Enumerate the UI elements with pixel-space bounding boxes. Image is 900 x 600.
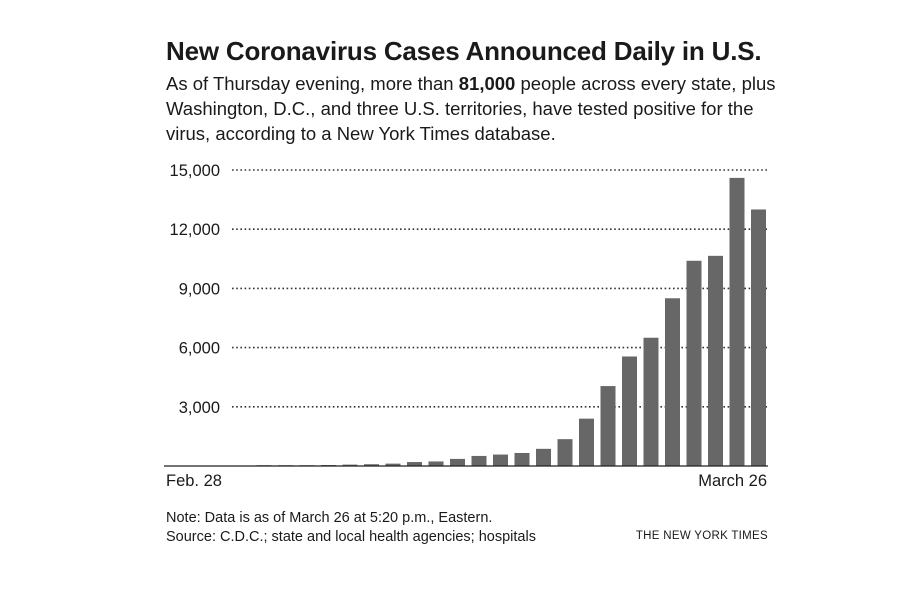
bar-24 [751,209,766,466]
y-tick-label-6000: 6,000 [179,340,220,358]
bar-17 [600,386,616,466]
subtitle-text-1: As of Thursday evening, more than [166,73,459,94]
bar-13 [514,452,530,466]
y-axis-labels: 3,000 6,000 9,000 12,000 15,000 [170,162,220,417]
bar-20 [665,298,680,466]
y-tick-label-3000: 3,000 [179,399,220,417]
bar-9 [428,461,444,466]
bar-18 [622,356,637,466]
bar-8 [407,462,422,466]
y-tick-label-9000: 9,000 [179,280,220,298]
bar-23 [729,177,745,466]
bar-5 [342,464,358,466]
credit-text: THE NEW YORK TIMES [635,530,768,542]
note-text: Note: Data is as of March 26 at 5:20 p.m… [166,510,493,526]
footnote: Note: Data is as of March 26 at 5:20 p.m… [166,509,536,547]
bar-21 [686,260,702,466]
chart-subtitle: As of Thursday evening, more than 81,000… [166,71,786,146]
x-axis-end-label: March 26 [698,472,767,490]
subtitle-highlight-count: 81,000 [458,73,516,94]
bar-15 [557,439,573,466]
bar-12 [493,454,508,466]
x-axis-start-label: Feb. 28 [166,472,222,490]
bar-10 [450,458,465,466]
chart-title: New Coronavirus Cases Announced Daily in… [166,36,762,66]
y-tick-label-12000: 12,000 [170,221,220,239]
bars [256,177,766,466]
source-text: Source: C.D.C.; state and local health a… [166,529,536,545]
bar-16 [579,418,594,466]
bar-14 [536,448,551,466]
bar-11 [471,455,487,466]
bar-22 [708,255,723,466]
bar-7 [385,463,401,466]
bar-19 [643,337,659,466]
bar-6 [364,464,379,466]
subtitle-text-2: people across every state, plus Washingt… [166,73,776,144]
y-tick-label-15000: 15,000 [170,162,220,180]
